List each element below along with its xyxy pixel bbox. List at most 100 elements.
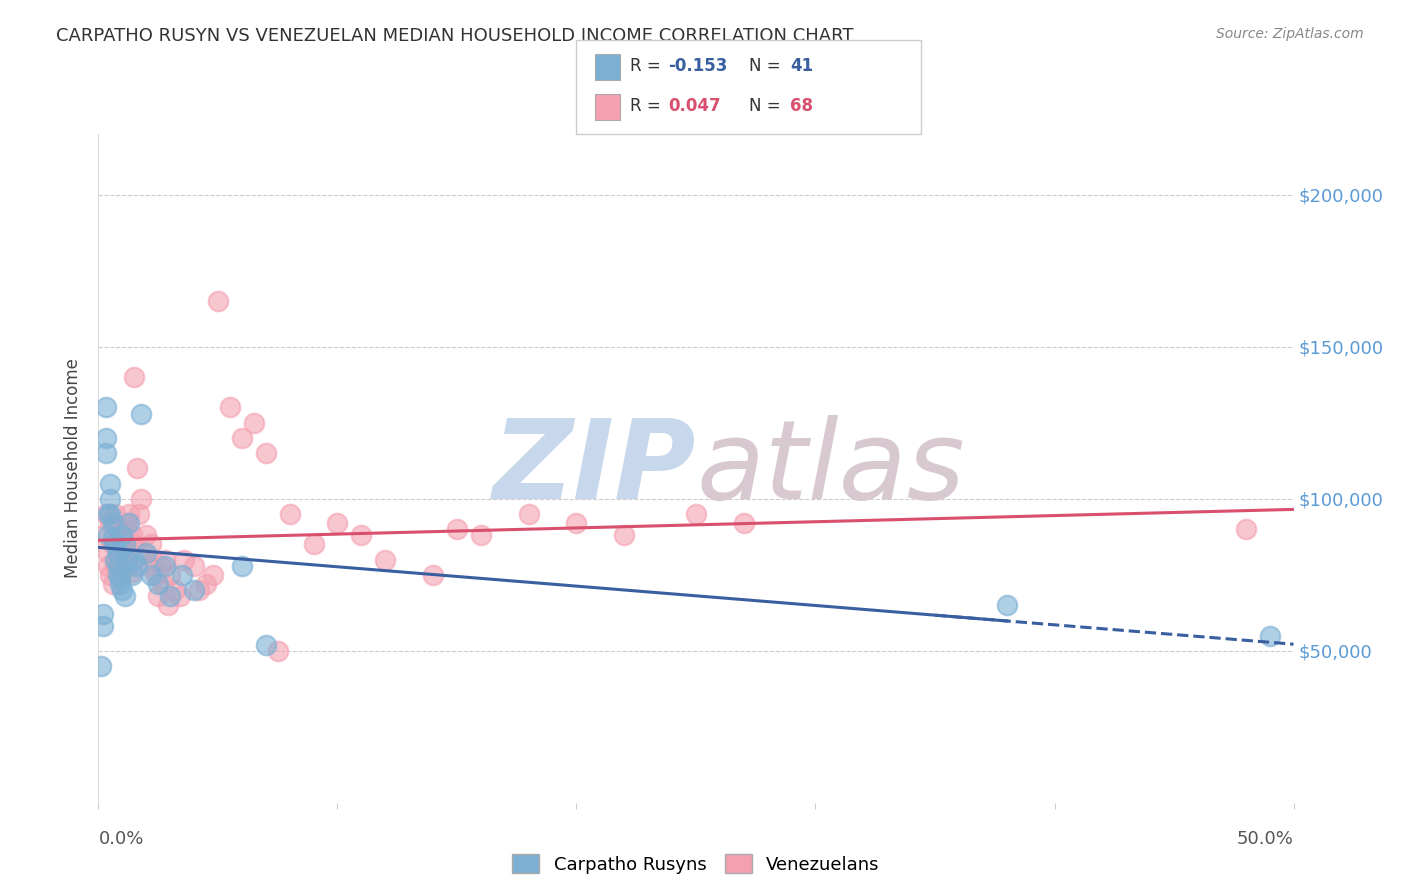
Point: [135, 546, 157, 560]
Point: [121, 528, 143, 542]
Point: [254, 638, 277, 652]
Text: 0.047: 0.047: [668, 97, 720, 115]
Point: [183, 558, 205, 573]
Point: [118, 507, 141, 521]
Text: R =: R =: [630, 57, 666, 75]
Point: [101, 516, 124, 530]
Point: [159, 589, 181, 603]
Y-axis label: Median Household Income: Median Household Income: [65, 359, 83, 578]
Point: [131, 491, 153, 506]
Point: [1234, 522, 1257, 536]
Point: [115, 558, 138, 573]
Point: [97, 507, 120, 521]
Point: [94, 446, 117, 460]
Point: [104, 507, 127, 521]
Point: [173, 552, 195, 566]
Text: N =: N =: [749, 57, 786, 75]
Point: [326, 516, 349, 530]
Point: [108, 571, 131, 585]
Point: [111, 528, 134, 542]
Point: [104, 558, 127, 573]
Point: [94, 401, 117, 415]
Point: [152, 577, 174, 591]
Point: [202, 567, 225, 582]
Point: [91, 607, 114, 622]
Point: [219, 401, 242, 415]
Text: 50.0%: 50.0%: [1237, 830, 1294, 847]
Point: [169, 589, 191, 603]
Point: [446, 522, 468, 536]
Point: [125, 558, 148, 573]
Point: [107, 546, 129, 560]
Point: [114, 522, 136, 536]
Point: [101, 537, 124, 551]
Point: [155, 558, 177, 573]
Point: [139, 537, 162, 551]
Point: [118, 516, 141, 530]
Point: [118, 546, 141, 560]
Point: [107, 558, 129, 573]
Point: [145, 567, 167, 582]
Point: [115, 516, 138, 530]
Point: [156, 598, 179, 612]
Text: Source: ZipAtlas.com: Source: ZipAtlas.com: [1216, 27, 1364, 41]
Point: [302, 537, 325, 551]
Point: [114, 537, 136, 551]
Point: [124, 370, 146, 384]
Text: 0.0%: 0.0%: [98, 830, 143, 847]
Point: [207, 294, 229, 309]
Point: [111, 582, 134, 597]
Point: [98, 516, 122, 530]
Point: [128, 507, 150, 521]
Text: atlas: atlas: [696, 415, 965, 522]
Point: [111, 552, 134, 566]
Point: [183, 582, 205, 597]
Point: [148, 577, 170, 591]
Point: [98, 476, 122, 491]
Point: [231, 431, 253, 445]
Point: [254, 446, 277, 460]
Point: [104, 552, 127, 566]
Point: [97, 546, 120, 560]
Point: [104, 537, 127, 551]
Point: [108, 528, 131, 542]
Point: [97, 558, 120, 573]
Point: [121, 567, 143, 582]
Point: [111, 537, 134, 551]
Point: [267, 644, 290, 658]
Point: [142, 552, 165, 566]
Point: [114, 534, 136, 549]
Text: 68: 68: [790, 97, 813, 115]
Point: [685, 507, 707, 521]
Point: [124, 537, 146, 551]
Text: -0.153: -0.153: [668, 57, 727, 75]
Point: [231, 558, 253, 573]
Point: [90, 659, 112, 673]
Point: [138, 558, 160, 573]
Point: [163, 582, 186, 597]
Point: [107, 522, 129, 536]
Point: [422, 567, 444, 582]
Point: [107, 567, 129, 582]
Point: [278, 507, 301, 521]
Text: R =: R =: [630, 97, 666, 115]
Point: [94, 507, 117, 521]
Point: [98, 567, 122, 582]
Text: N =: N =: [749, 97, 786, 115]
Point: [132, 546, 155, 560]
Point: [101, 577, 124, 591]
Point: [155, 552, 177, 566]
Point: [131, 407, 153, 421]
Point: [94, 431, 117, 445]
Point: [107, 546, 129, 560]
Point: [243, 416, 266, 430]
Point: [565, 516, 588, 530]
Point: [1258, 628, 1281, 642]
Point: [98, 507, 122, 521]
Point: [374, 552, 396, 566]
Point: [114, 589, 136, 603]
Point: [91, 619, 114, 633]
Point: [135, 528, 157, 542]
Point: [350, 528, 373, 542]
Point: [159, 567, 181, 582]
